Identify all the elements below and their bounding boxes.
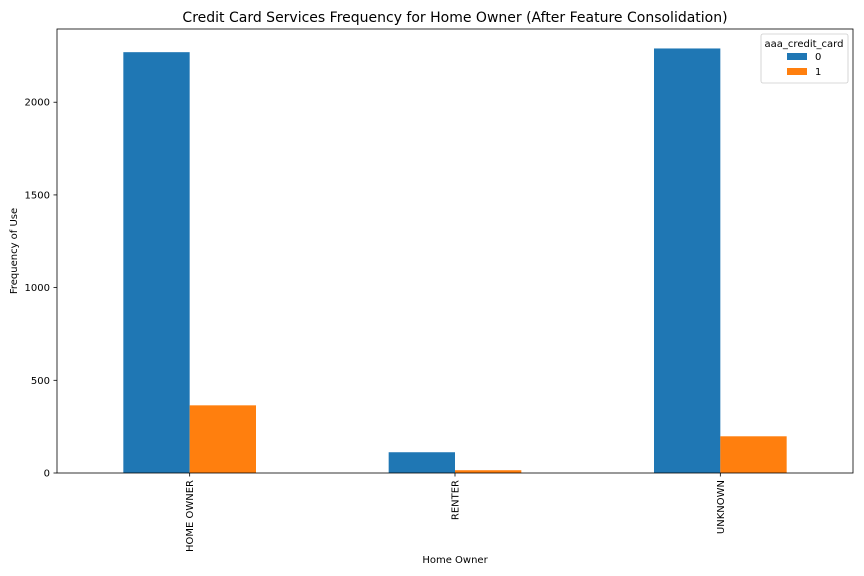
x-axis: HOME OWNER RENTER UNKNOWN [185,473,727,552]
bar-home-owner-series-1 [189,405,256,473]
x-tick-label: HOME OWNER [185,480,196,552]
legend: aaa_credit_card 0 1 [760,33,849,84]
plot-frame [56,28,854,474]
y-tick-label: 1000 [25,283,50,294]
y-tick-label: 2000 [25,98,50,109]
bars-layer [123,48,787,474]
x-tick-label: UNKNOWN [716,480,727,534]
y-axis: 0 500 1000 1500 2000 [25,98,57,480]
bar-renter-series-1 [455,470,522,473]
bar-unknown-series-0 [654,48,721,474]
legend-title: aaa_credit_card [765,39,844,50]
y-tick-label: 0 [44,469,50,480]
bar-unknown-series-1 [720,436,787,473]
legend-label-0: 0 [815,52,821,63]
legend-swatch-1 [787,68,807,75]
legend-swatch-0 [787,53,807,60]
chart-title: Credit Card Services Frequency for Home … [182,10,727,26]
x-tick-label: RENTER [451,480,462,520]
bar-renter-series-0 [388,452,455,473]
legend-label-1: 1 [815,67,821,78]
y-axis-title: Frequency of Use [9,208,20,294]
x-axis-title: Home Owner [422,555,488,566]
bar-home-owner-series-0 [123,52,190,473]
y-tick-label: 1500 [25,190,50,201]
y-tick-label: 500 [31,376,50,387]
